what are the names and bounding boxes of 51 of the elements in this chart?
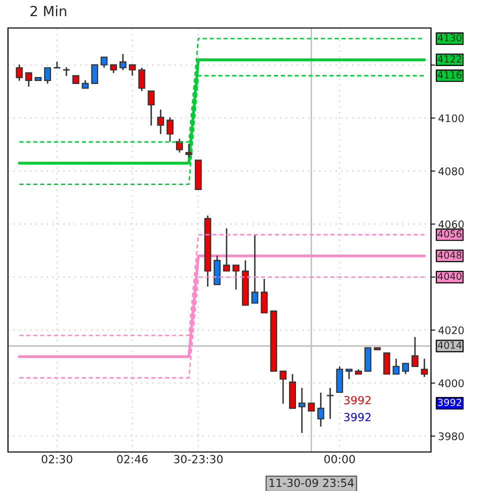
candlestick: [412, 336, 418, 368]
candlestick: [298, 387, 306, 434]
candlestick: [223, 228, 230, 272]
candlestick: [232, 264, 240, 290]
y-tick-label: 3980: [438, 432, 464, 440]
candlestick: [251, 233, 258, 304]
candlestick: [280, 370, 287, 404]
chart-title: 2 Min: [30, 6, 66, 16]
candlestick: [62, 66, 70, 77]
x-tick-label: 02:46: [117, 454, 148, 464]
y-tick-label: 4000: [438, 379, 464, 388]
candlestick: [25, 72, 32, 88]
candlestick: [346, 368, 353, 380]
data-label: 4048: [438, 251, 462, 259]
candlestick: [44, 67, 52, 84]
data-label: 4116: [438, 71, 462, 79]
candlestick: [402, 362, 410, 375]
data-label: 4056: [438, 230, 462, 238]
candlestick: [148, 90, 155, 126]
candlestick: [260, 278, 268, 314]
y-tick-label: 4020: [438, 326, 464, 334]
x-tick-label: 30-23:30: [174, 454, 223, 464]
x-tick-label: 00:00: [324, 454, 355, 464]
annotation: 3992: [344, 396, 371, 404]
text: 3992: [438, 398, 462, 406]
y-tick-label: 4060: [438, 220, 464, 228]
candlestick: [16, 64, 23, 82]
y-tick-label: 4080: [438, 167, 464, 176]
x-tick-label: 02:30: [42, 454, 72, 464]
candlestick: [383, 352, 390, 375]
data-label: 4040: [438, 272, 462, 280]
annotation: 3992: [344, 412, 371, 422]
candlestick: [185, 143, 192, 158]
y-tick-label: 4100: [438, 114, 464, 122]
candlestick: [166, 116, 174, 142]
data-label: 4122: [438, 55, 462, 62]
candlestick: [157, 108, 164, 135]
candlestick: [91, 64, 98, 84]
candlestick: [420, 358, 428, 378]
candlestick: [100, 56, 108, 68]
candlestick: [364, 347, 372, 372]
ref-line-label: 4014: [438, 341, 462, 349]
candlestick: [128, 64, 136, 76]
candlestick: [119, 53, 126, 71]
data-label: 4130: [438, 34, 462, 42]
candlestick: [176, 138, 183, 154]
candlestick: [392, 358, 400, 375]
text: 11-30-09 23:54: [270, 478, 354, 488]
candlestick: [138, 67, 146, 92]
candlestick: [317, 392, 324, 428]
candlestick: [336, 366, 344, 394]
